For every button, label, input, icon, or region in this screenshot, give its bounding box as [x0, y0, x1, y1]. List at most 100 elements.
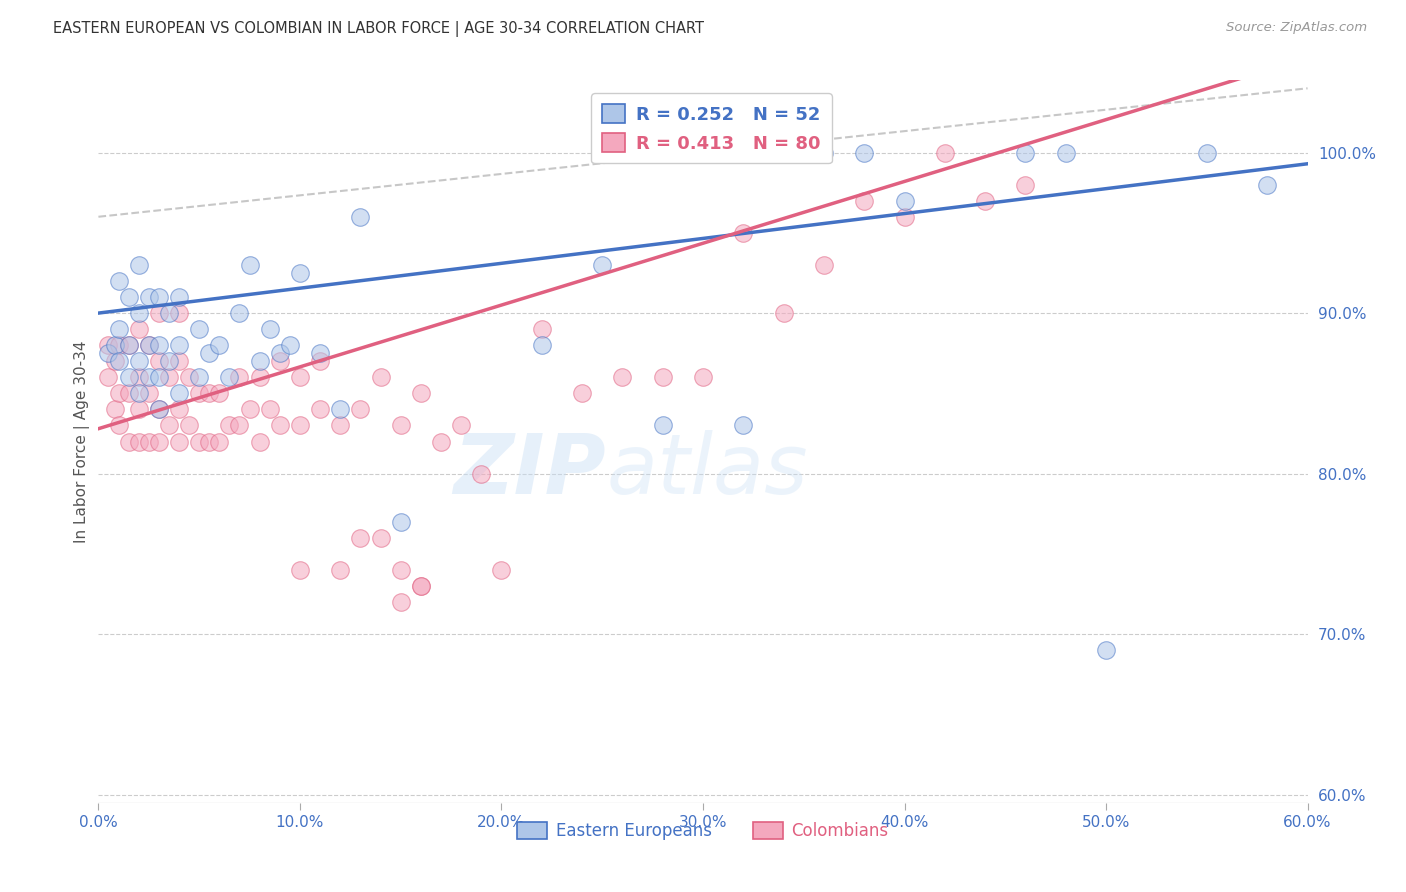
Point	[288, 266, 311, 280]
Point	[692, 370, 714, 384]
Point	[1357, 739, 1379, 754]
Point	[157, 354, 180, 368]
Point	[329, 402, 352, 417]
Point	[148, 402, 170, 417]
Point	[103, 402, 125, 417]
Point	[329, 418, 352, 433]
Point	[309, 346, 332, 360]
Point	[389, 595, 412, 609]
Point	[733, 418, 755, 433]
Text: ZIP: ZIP	[454, 430, 606, 511]
Point	[167, 290, 190, 304]
Point	[167, 402, 190, 417]
Point	[138, 338, 160, 352]
Point	[974, 194, 997, 208]
Point	[157, 370, 180, 384]
Point	[389, 563, 412, 577]
Point	[530, 322, 553, 336]
Point	[288, 370, 311, 384]
Point	[450, 418, 472, 433]
Point	[188, 434, 211, 449]
Point	[853, 145, 876, 160]
Point	[329, 563, 352, 577]
Point	[571, 386, 593, 401]
Point	[218, 418, 240, 433]
Point	[148, 402, 170, 417]
Point	[430, 434, 453, 449]
Point	[107, 354, 129, 368]
Point	[97, 338, 120, 352]
Point	[228, 370, 250, 384]
Point	[118, 386, 141, 401]
Point	[309, 402, 332, 417]
Point	[239, 402, 262, 417]
Point	[138, 290, 160, 304]
Point	[128, 370, 150, 384]
Point	[1357, 739, 1379, 754]
Point	[148, 354, 170, 368]
Point	[651, 418, 673, 433]
Point	[239, 258, 262, 272]
Point	[208, 434, 231, 449]
Point	[389, 418, 412, 433]
Point	[208, 338, 231, 352]
Point	[249, 354, 271, 368]
Point	[370, 370, 392, 384]
Point	[309, 354, 332, 368]
Point	[128, 386, 150, 401]
Point	[208, 386, 231, 401]
Point	[491, 563, 513, 577]
Point	[733, 226, 755, 240]
Point	[1014, 178, 1036, 192]
Point	[138, 338, 160, 352]
Point	[107, 418, 129, 433]
Point	[228, 418, 250, 433]
Point	[188, 370, 211, 384]
Point	[269, 346, 291, 360]
Point	[128, 322, 150, 336]
Point	[118, 370, 141, 384]
Point	[259, 322, 281, 336]
Point	[772, 306, 794, 320]
Point	[259, 402, 281, 417]
Point	[167, 386, 190, 401]
Y-axis label: In Labor Force | Age 30-34: In Labor Force | Age 30-34	[75, 340, 90, 543]
Point	[107, 338, 129, 352]
Point	[107, 274, 129, 288]
Point	[853, 194, 876, 208]
Point	[893, 194, 915, 208]
Point	[1256, 178, 1278, 192]
Point	[198, 386, 221, 401]
Point	[249, 434, 271, 449]
Point	[651, 370, 673, 384]
Text: Source: ZipAtlas.com: Source: ZipAtlas.com	[1226, 21, 1367, 34]
Point	[179, 418, 201, 433]
Point	[128, 258, 150, 272]
Point	[269, 354, 291, 368]
Point	[128, 402, 150, 417]
Point	[118, 434, 141, 449]
Point	[188, 386, 211, 401]
Point	[530, 338, 553, 352]
Legend: Eastern Europeans, Colombians: Eastern Europeans, Colombians	[510, 815, 896, 847]
Point	[107, 386, 129, 401]
Point	[148, 306, 170, 320]
Point	[107, 322, 129, 336]
Point	[148, 434, 170, 449]
Point	[128, 306, 150, 320]
Point	[103, 338, 125, 352]
Point	[591, 258, 613, 272]
Point	[148, 338, 170, 352]
Point	[409, 579, 432, 593]
Point	[167, 338, 190, 352]
Point	[148, 290, 170, 304]
Text: EASTERN EUROPEAN VS COLOMBIAN IN LABOR FORCE | AGE 30-34 CORRELATION CHART: EASTERN EUROPEAN VS COLOMBIAN IN LABOR F…	[53, 21, 704, 37]
Point	[269, 418, 291, 433]
Point	[389, 515, 412, 529]
Point	[278, 338, 301, 352]
Point	[1054, 145, 1077, 160]
Point	[198, 434, 221, 449]
Point	[97, 370, 120, 384]
Point	[118, 338, 141, 352]
Point	[1014, 145, 1036, 160]
